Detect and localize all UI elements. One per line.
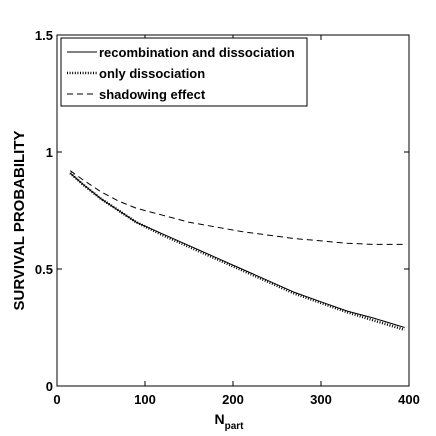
x-axis-title-main: N [214, 411, 224, 427]
y-tick-label: 0.5 [35, 262, 53, 277]
legend-label: shadowing effect [99, 87, 206, 102]
legend: recombination and dissociation only disso… [60, 37, 308, 107]
legend-label: recombination and dissociation [99, 45, 295, 60]
series-line-only-dissociation [69, 172, 405, 332]
series-line-recombination-and-dissociation [69, 172, 405, 328]
x-axis-title: Npart [214, 411, 244, 432]
x-tick-label: 400 [398, 392, 420, 407]
x-tick-label: 100 [134, 392, 156, 407]
x-tick-label: 200 [222, 392, 244, 407]
x-axis-title-subscript: part [225, 421, 245, 432]
series-line-shadowing-effect [69, 170, 405, 245]
y-tick-label: 1 [46, 145, 53, 160]
y-axis-title: SURVIVAL PROBABILITY [11, 130, 28, 310]
legend-box [60, 37, 308, 107]
y-tick-label: 0 [46, 379, 53, 394]
axis-ticks: 0 100 200 300 400 0 0.5 1 1.5 [35, 28, 420, 407]
x-tick-label: 0 [53, 392, 60, 407]
series-layer [69, 170, 405, 332]
y-tick-label: 1.5 [35, 28, 53, 43]
legend-label: only dissociation [99, 66, 205, 81]
x-tick-label: 300 [310, 392, 332, 407]
